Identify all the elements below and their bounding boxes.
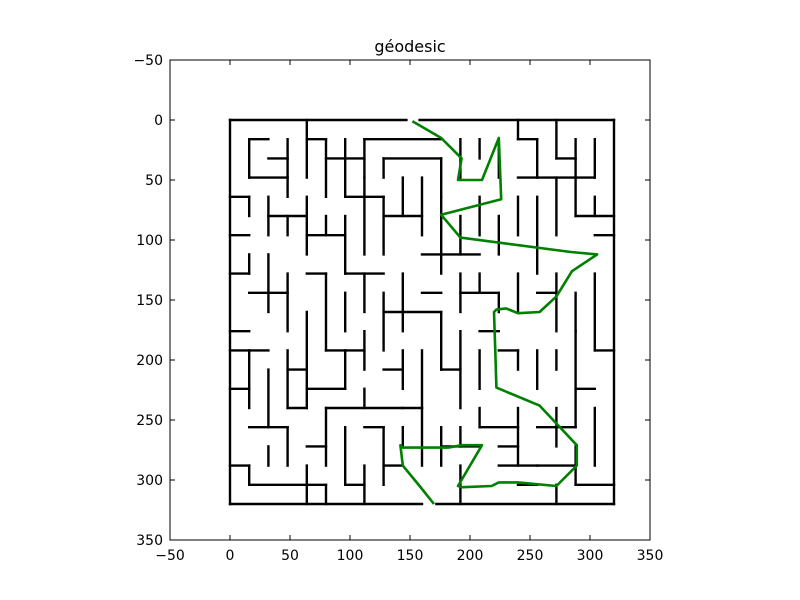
y-tick-label: 300 <box>136 473 163 489</box>
y-tick-label: 250 <box>136 413 163 429</box>
x-tick-label: 150 <box>397 548 424 564</box>
x-tick-label: −50 <box>155 548 185 564</box>
y-tick-label: 200 <box>136 353 163 369</box>
x-tick-label: 50 <box>281 548 299 564</box>
y-tick-label: 150 <box>136 293 163 309</box>
x-tick-label: 350 <box>637 548 664 564</box>
y-tick-label: 100 <box>136 233 163 249</box>
geodesic-path-layer <box>399 120 599 505</box>
maze-walls <box>228 118 616 506</box>
y-tick-label: −50 <box>133 53 163 69</box>
x-tick-label: 100 <box>337 548 364 564</box>
axis-ticks: −50 0 50 100 150 200 250 300 350−500501001502002… <box>133 53 663 564</box>
chart-title: géodesic <box>374 37 445 56</box>
geodesic-path-line <box>399 120 599 505</box>
x-tick-label: 300 <box>577 548 604 564</box>
y-tick-label: 350 <box>136 533 163 549</box>
y-tick-label: 0 <box>154 113 163 129</box>
y-tick-label: 50 <box>145 173 163 189</box>
x-tick-label: 0 <box>226 548 235 564</box>
x-tick-label: 250 <box>517 548 544 564</box>
x-tick-label: 200 <box>457 548 484 564</box>
